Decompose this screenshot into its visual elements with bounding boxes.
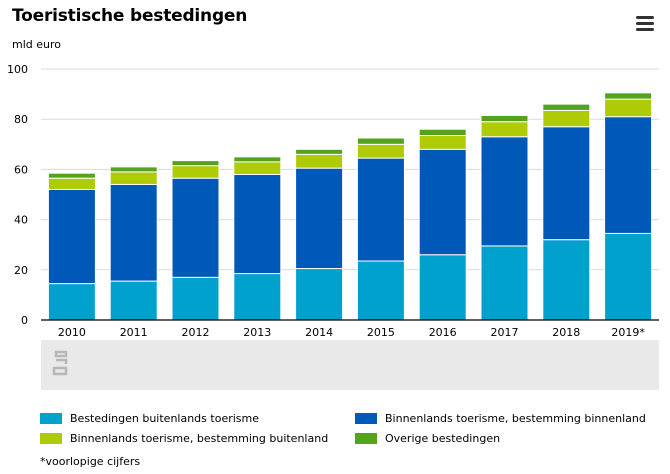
bar-segment: [542, 103, 591, 111]
legend-item-binnenland-binnenland[interactable]: Binnenlands toerisme, bestemming binnenl…: [355, 412, 646, 425]
bar-segment: [233, 161, 282, 175]
y-tick-label: 80: [14, 113, 28, 126]
hamburger-menu-icon[interactable]: [636, 16, 654, 32]
legend-label: Binnenlands toerisme, bestemming binnenl…: [385, 412, 646, 425]
bar-segment: [295, 153, 344, 169]
bar-segment: [356, 157, 405, 262]
bar-segment: [604, 98, 653, 118]
bar-segment: [480, 121, 529, 138]
y-tick-label: 20: [14, 264, 28, 277]
chart-footer-band: [41, 340, 659, 390]
x-tick-label: 2018: [552, 326, 580, 339]
x-tick-label: 2013: [243, 326, 271, 339]
legend-swatch: [40, 433, 62, 444]
bar-segment: [233, 156, 282, 163]
x-tick-label: 2014: [305, 326, 333, 339]
bar-segment: [480, 136, 529, 247]
bar-segment: [233, 273, 282, 321]
bar-segment: [171, 165, 220, 179]
bar-segment: [604, 92, 653, 100]
bar-segment: [295, 167, 344, 270]
x-tick-label: 2019*: [611, 326, 645, 339]
bar-segment: [171, 177, 220, 278]
x-tick-label: 2016: [429, 326, 457, 339]
x-tick-label: 2011: [120, 326, 148, 339]
legend-swatch: [40, 413, 62, 424]
legend-swatch: [355, 433, 377, 444]
bar-segment: [109, 171, 158, 185]
bar-segment: [480, 245, 529, 321]
bar-segment: [47, 188, 96, 285]
bar-segment: [418, 148, 467, 256]
bar-segment: [171, 160, 220, 167]
bar-segment: [233, 173, 282, 275]
bar-segment: [356, 260, 405, 321]
bar-segment: [356, 143, 405, 159]
legend-item-binnenland-buitenland[interactable]: Binnenlands toerisme, bestemming buitenl…: [40, 432, 328, 445]
bar-segment: [418, 128, 467, 137]
x-tick-label: 2017: [491, 326, 519, 339]
y-tick-label: 40: [14, 214, 28, 227]
bar-segment: [109, 280, 158, 321]
x-tick-label: 2012: [182, 326, 210, 339]
bar-segment: [171, 276, 220, 321]
bar-segment: [604, 232, 653, 321]
legend-label: Bestedingen buitenlands toerisme: [70, 412, 259, 425]
x-tick-label: 2015: [367, 326, 395, 339]
y-axis-unit: mld euro: [12, 38, 62, 51]
bar-segment: [295, 148, 344, 155]
bar-segment: [47, 172, 96, 179]
x-tick-label: 2010: [58, 326, 86, 339]
legend-label: Binnenlands toerisme, bestemming buitenl…: [70, 432, 329, 445]
y-tick-label: 60: [14, 163, 28, 176]
legend-swatch: [355, 413, 377, 424]
legend-label: Overige bestedingen: [385, 432, 501, 445]
legend-item-buitenlands-toerisme[interactable]: Bestedingen buitenlands toerisme: [40, 412, 259, 425]
bar-segment: [47, 283, 96, 321]
bar-segment: [295, 268, 344, 321]
chart-title: Toeristische bestedingen: [12, 6, 248, 26]
bar-segment: [418, 254, 467, 321]
bar-segment: [542, 239, 591, 321]
y-tick-label: 100: [7, 63, 28, 76]
bar-segment: [604, 116, 653, 234]
bar-segment: [356, 137, 405, 145]
cbs-logo-icon: [52, 350, 68, 376]
bar-segment: [542, 109, 591, 128]
footnote: *voorlopige cijfers: [40, 455, 141, 468]
bar-segment: [480, 114, 529, 123]
bar-segment: [109, 166, 158, 173]
legend-item-overige-bestedingen[interactable]: Overige bestedingen: [355, 432, 500, 445]
bar-segment: [542, 126, 591, 241]
bar-segment: [109, 183, 158, 282]
bar-segment: [418, 135, 467, 150]
bar-segment: [47, 177, 96, 190]
y-tick-label: 0: [21, 314, 28, 327]
